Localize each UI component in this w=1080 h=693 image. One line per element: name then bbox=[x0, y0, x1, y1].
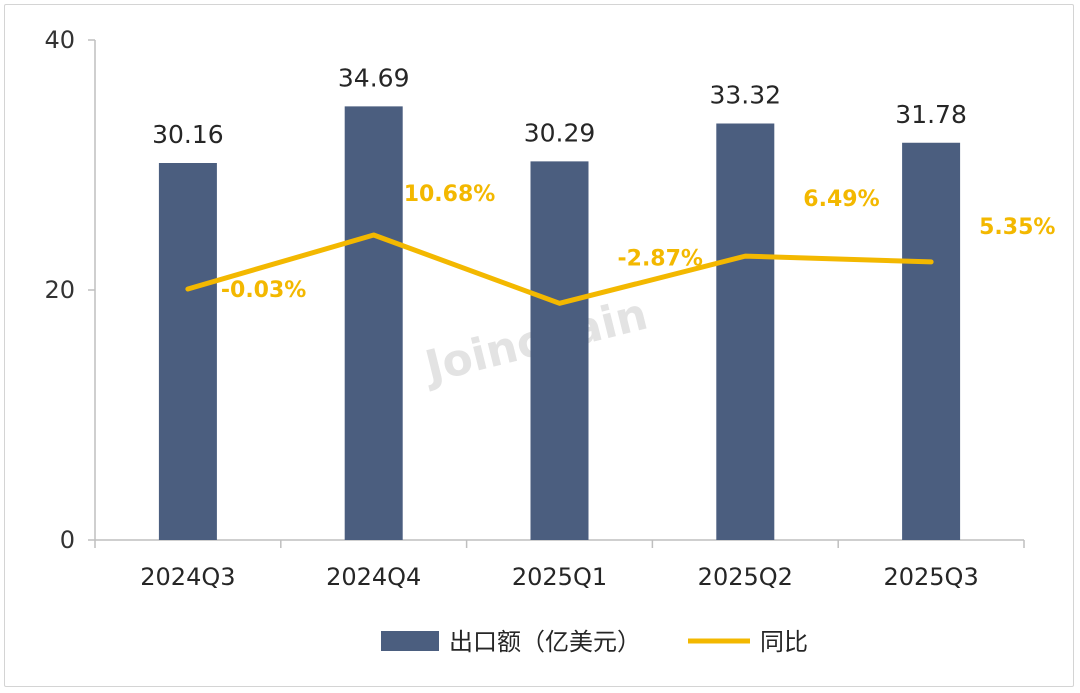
bar-series: 30.16 34.69 30.29 33.32 31.78 bbox=[152, 63, 967, 540]
yoy-value-label: 10.68% bbox=[404, 182, 496, 207]
x-tick-label: 2025Q1 bbox=[512, 563, 607, 591]
x-tick-label: 2025Q2 bbox=[698, 563, 793, 591]
x-tick-label: 2025Q3 bbox=[883, 563, 978, 591]
x-axis: 2024Q3 2024Q4 2025Q1 2025Q2 2025Q3 bbox=[94, 539, 1025, 591]
bar-value-label: 30.29 bbox=[524, 118, 596, 147]
bar-value-label: 31.78 bbox=[895, 100, 967, 129]
bar-value-label: 30.16 bbox=[152, 120, 224, 149]
bar bbox=[902, 142, 961, 540]
legend-bar-label: 出口额（亿美元） bbox=[449, 628, 641, 656]
legend-line-label: 同比 bbox=[760, 628, 808, 656]
yoy-value-label: 6.49% bbox=[803, 187, 879, 212]
y-axis: 0 20 40 bbox=[44, 26, 96, 554]
bar bbox=[158, 163, 217, 540]
yoy-value-label: -0.03% bbox=[221, 278, 306, 303]
y-tick-label: 40 bbox=[44, 26, 75, 54]
bar-value-label: 33.32 bbox=[710, 81, 782, 110]
legend-bar-swatch bbox=[381, 631, 439, 651]
x-tick-label: 2024Q3 bbox=[140, 563, 235, 591]
line-series: -0.03% 10.68% -2.87% 6.49% 5.35% bbox=[185, 182, 1055, 306]
y-tick-label: 0 bbox=[60, 526, 75, 554]
legend: 出口额（亿美元） 同比 bbox=[381, 628, 808, 656]
bar bbox=[344, 106, 403, 540]
y-tick-label: 20 bbox=[44, 276, 75, 304]
yoy-value-label: 5.35% bbox=[979, 215, 1055, 240]
x-tick-label: 2024Q4 bbox=[326, 563, 421, 591]
bar-value-label: 34.69 bbox=[338, 63, 410, 92]
bar bbox=[530, 161, 589, 540]
yoy-value-label: -2.87% bbox=[618, 246, 703, 271]
bar bbox=[716, 123, 775, 540]
